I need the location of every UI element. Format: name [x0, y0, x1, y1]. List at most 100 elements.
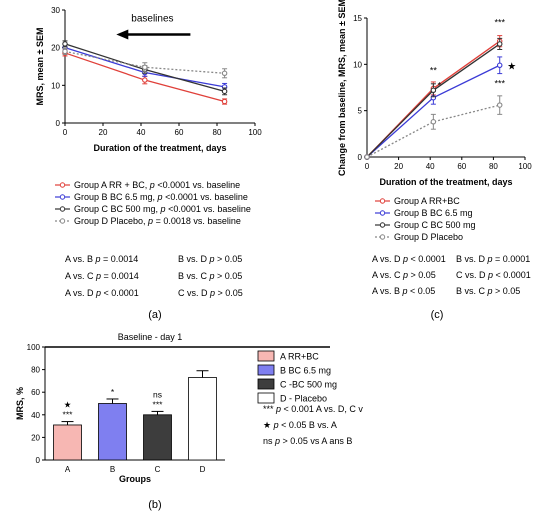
panel-caption: (a) [148, 309, 161, 321]
legend-label: Group B BC 6.5 mg, p <0.0001 vs. baselin… [74, 192, 248, 202]
significance-mark: ★ [64, 400, 72, 410]
data-point [430, 87, 437, 94]
x-tick-label: 40 [137, 128, 146, 137]
category-label: A [65, 465, 71, 474]
x-tick-label: 20 [99, 128, 108, 137]
significance-mark: *** [494, 79, 505, 89]
data-point [364, 154, 370, 160]
data-point [221, 70, 228, 77]
comparison-text: B vs. C p > 0.05 [456, 286, 520, 296]
data-point [62, 41, 68, 47]
bar [98, 403, 127, 461]
legend-label: A RR+BC [280, 352, 319, 362]
data-point [221, 98, 228, 105]
y-axis-title: Change from baseline, MRS, mean ± SEM [337, 0, 347, 176]
bar [188, 377, 217, 461]
significance-mark: ** [430, 66, 438, 76]
legend-label: D - Placebo [280, 394, 327, 404]
y-tick-label: 0 [358, 153, 363, 162]
x-tick-label: 40 [426, 162, 435, 171]
x-tick-label: 80 [489, 162, 498, 171]
data-point [62, 48, 68, 55]
data-point [496, 62, 503, 69]
legend-label: C -BC 500 mg [280, 380, 337, 390]
legend-label: Group D Placebo [394, 232, 463, 242]
significance-mark: * [111, 387, 115, 397]
legend-label: Group A RR+BC [394, 196, 460, 206]
y-tick-label: 40 [31, 411, 40, 420]
data-point [142, 64, 148, 71]
x-axis-title: Duration of the treatment, days [379, 177, 512, 187]
category-label: D [200, 465, 206, 474]
legend-label: B BC 6.5 mg [280, 366, 331, 376]
baseline-arrow-head [116, 29, 129, 40]
x-tick-label: 20 [394, 162, 403, 171]
legend-label: Group A RR + BC, p <0.0001 vs. baseline [74, 180, 240, 190]
y-tick-label: 80 [31, 366, 40, 375]
comparison-text: A vs. D p < 0.0001 [65, 288, 139, 298]
legend-marker [59, 194, 66, 200]
comparison-text: A vs. C p = 0.0014 [65, 271, 139, 281]
x-tick-label: 100 [248, 128, 262, 137]
baselines-label: baselines [131, 13, 173, 24]
legend-marker [379, 234, 386, 240]
legend-swatch [257, 378, 275, 390]
legend-marker [59, 218, 66, 224]
comparison-text: A vs. C p > 0.05 [372, 270, 436, 280]
panel-caption: (b) [148, 499, 161, 511]
comparison-text: C vs. D p < 0.0001 [456, 270, 531, 280]
x-tick-label: 0 [63, 128, 68, 137]
y-tick-label: 15 [353, 14, 362, 23]
comparison-text: A vs. B p < 0.05 [372, 286, 435, 296]
significance-mark: *** [153, 399, 164, 409]
legend-label: Group B BC 6.5 mg [394, 208, 473, 218]
comparison-text: C vs. D p > 0.05 [178, 288, 243, 298]
comparison-text: A vs. D p < 0.0001 [372, 254, 446, 264]
data-point [221, 88, 228, 95]
y-axis-title: MRS, mean ± SEM [35, 28, 45, 106]
y-tick-label: 5 [358, 107, 363, 116]
legend-marker [379, 210, 386, 216]
y-tick-label: 30 [51, 6, 60, 15]
series-line [366, 64, 501, 158]
chart-title: Baseline - day 1 [118, 332, 183, 342]
comparison-text: B vs. C p > 0.05 [178, 271, 242, 281]
legend-swatch [257, 364, 275, 376]
x-tick-label: 60 [175, 128, 184, 137]
legend-label: Group C BC 500 mg [394, 220, 476, 230]
legend-marker [59, 182, 66, 188]
category-label: C [155, 465, 161, 474]
legend-swatch [257, 350, 275, 362]
legend-label: Group D Placebo, p = 0.0018 vs. baseline [74, 216, 241, 226]
footnote: ★ p < 0.05 B vs. A [263, 420, 337, 430]
data-point [142, 77, 148, 83]
panel-caption: (c) [431, 309, 444, 321]
x-tick-label: 100 [518, 162, 532, 171]
legend-label: Group C BC 500 mg, p <0.0001 vs. baselin… [74, 204, 251, 214]
bar [53, 424, 82, 461]
bar [143, 414, 172, 461]
data-point [496, 102, 503, 108]
comparison-text: B vs. D p = 0.0001 [456, 254, 530, 264]
comparison-text: B vs. D p > 0.05 [178, 254, 242, 264]
y-tick-label: 60 [31, 388, 40, 397]
x-tick-label: 80 [213, 128, 222, 137]
data-point [496, 41, 503, 47]
y-tick-label: 20 [51, 44, 60, 53]
star-mark: ★ [507, 61, 516, 72]
x-tick-label: 0 [365, 162, 370, 171]
x-axis-title: Groups [119, 474, 151, 484]
legend-marker [59, 206, 66, 212]
footnote: *** p < 0.001 A vs. D, C v [263, 404, 363, 414]
y-tick-label: 100 [27, 343, 41, 352]
x-axis-title: Duration of the treatment, days [93, 143, 226, 153]
legend-marker [379, 222, 386, 228]
y-axis-title: MRS, % [15, 387, 25, 420]
data-point [430, 119, 437, 125]
y-tick-label: 0 [36, 456, 41, 465]
y-tick-label: 0 [56, 119, 61, 128]
comparison-text: A vs. B p = 0.0014 [65, 254, 138, 264]
significance-mark: * [438, 80, 442, 90]
x-tick-label: 60 [457, 162, 466, 171]
